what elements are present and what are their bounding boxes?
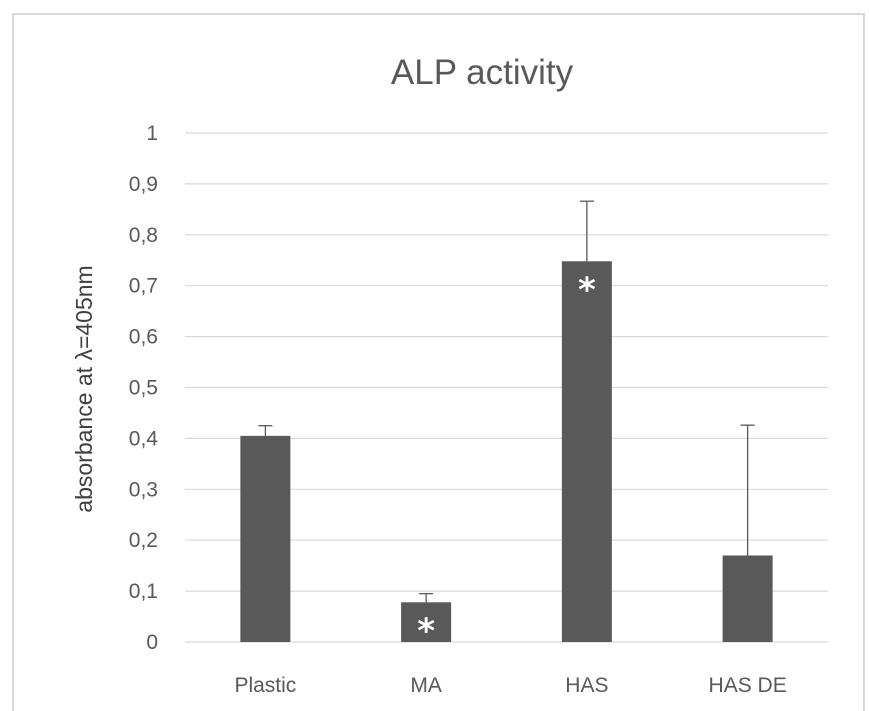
- chart-title: ALP activity: [391, 53, 574, 92]
- bar: [722, 555, 773, 642]
- x-category-labels: Plastic MA HAS HAS DE: [234, 674, 786, 697]
- x-category-label: HAS DE: [709, 674, 787, 697]
- bar: [401, 602, 452, 642]
- x-category-label: MA: [410, 674, 442, 697]
- y-tick-label: 0,6: [129, 326, 158, 349]
- y-tick-labels: 0 0,1 0,2 0,3 0,4 0,5 0,6 0,7 0,8 0,9 1: [129, 122, 159, 654]
- significance-markers: **: [417, 270, 596, 651]
- bar: [240, 435, 291, 642]
- significance-star: *: [578, 270, 596, 310]
- significance-star: *: [417, 611, 435, 651]
- y-tick-label: 0,8: [129, 224, 158, 247]
- x-category-label: HAS: [565, 674, 608, 697]
- y-tick-label: 0,1: [129, 580, 158, 603]
- gridlines: [185, 132, 828, 643]
- error-bar: [419, 592, 434, 603]
- error-bar: [579, 200, 594, 262]
- y-tick-label: 0: [146, 631, 158, 654]
- y-tick-label: 0,7: [129, 275, 158, 298]
- error-bar: [740, 424, 755, 556]
- y-tick-label: 1: [146, 122, 158, 145]
- error-bar: [258, 425, 273, 436]
- y-tick-label: 0,3: [129, 478, 158, 501]
- bars: [240, 261, 773, 642]
- bar: [561, 261, 612, 642]
- y-tick-label: 0,5: [129, 377, 158, 400]
- y-tick-label: 0,9: [129, 173, 158, 196]
- error-bars: [258, 200, 755, 603]
- y-tick-label: 0,2: [129, 529, 158, 552]
- x-category-label: Plastic: [234, 674, 296, 697]
- y-axis-label: absorbance at λ=405nm: [71, 265, 97, 512]
- y-tick-label: 0,4: [129, 427, 159, 450]
